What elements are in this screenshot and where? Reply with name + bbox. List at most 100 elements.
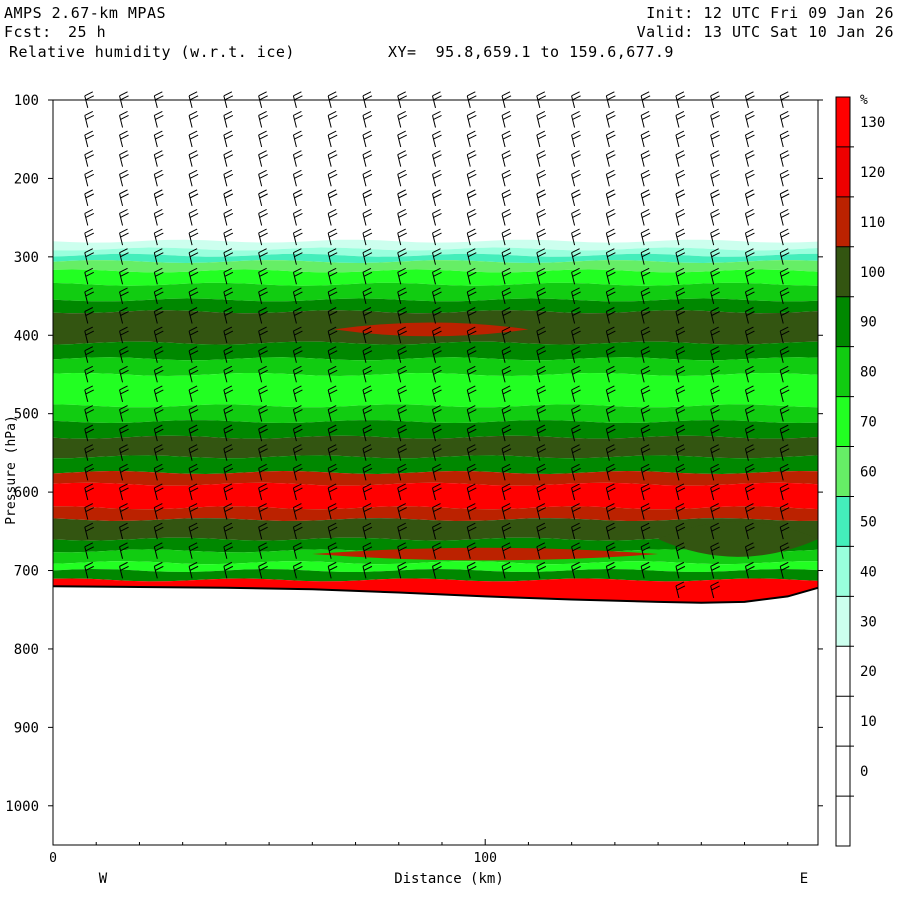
barb-flag <box>223 169 233 175</box>
wind-barb <box>744 228 755 246</box>
wind-barb <box>779 326 790 344</box>
barb-staff <box>84 154 89 167</box>
barb-flag <box>154 91 163 97</box>
barb-staff <box>153 252 158 265</box>
wind-barb <box>675 248 686 265</box>
barb-flag <box>433 232 442 238</box>
barb-flag <box>781 154 790 160</box>
barb-flag <box>189 350 199 356</box>
wind-barb <box>675 287 686 305</box>
barb-flag <box>189 232 199 238</box>
barb-staff <box>223 272 228 285</box>
barb-flag <box>189 428 199 434</box>
barb-flag <box>189 467 199 473</box>
barb-flag <box>468 115 477 120</box>
barb-flag <box>363 291 373 297</box>
barb-flag <box>502 115 512 120</box>
barb-flag <box>675 287 685 293</box>
wind-barb <box>153 542 164 559</box>
wind-barb <box>536 444 547 461</box>
barb-staff <box>536 311 541 324</box>
barb-staff <box>779 291 784 305</box>
barb-flag <box>293 346 302 352</box>
barb-staff <box>779 154 784 167</box>
wind-barb <box>571 542 581 559</box>
wind-barb <box>84 169 94 187</box>
wind-barb <box>292 405 303 422</box>
barb-flag <box>398 213 407 218</box>
wind-barb <box>432 228 442 246</box>
wind-barb <box>536 228 547 246</box>
barb-staff <box>744 154 749 167</box>
wind-barb <box>640 209 651 226</box>
barb-flag <box>537 350 547 356</box>
barb-flag <box>780 228 789 234</box>
wind-barb <box>432 169 442 187</box>
wind-barb <box>119 522 129 540</box>
barb-flag <box>432 130 441 136</box>
barb-staff <box>258 350 263 363</box>
colorbar-label: 120 <box>860 165 885 181</box>
barb-staff <box>605 174 610 187</box>
barb-flag <box>154 307 163 312</box>
wind-barb <box>710 522 720 540</box>
wind-barb <box>710 483 720 501</box>
barb-flag <box>328 193 338 199</box>
wind-barb <box>362 228 373 246</box>
barb-flag <box>362 444 372 450</box>
barb-flag <box>259 507 268 512</box>
wind-barb <box>466 189 477 206</box>
wind-barb <box>397 503 407 520</box>
barb-flag <box>188 405 198 410</box>
barb-staff <box>153 154 158 167</box>
wind-barb <box>258 209 268 226</box>
barb-flag <box>501 463 511 469</box>
wind-barb <box>362 561 373 579</box>
barb-flag <box>328 448 338 454</box>
barb-flag <box>606 326 615 332</box>
wind-barb <box>362 463 373 481</box>
barb-staff <box>536 115 541 128</box>
barb-flag <box>363 330 373 336</box>
wind-barb <box>153 287 164 305</box>
barb-flag <box>328 565 338 571</box>
barb-flag <box>640 209 650 214</box>
barb-flag <box>398 507 407 512</box>
wind-barb <box>501 209 512 226</box>
barb-flag <box>537 134 547 140</box>
wind-barb <box>258 444 268 461</box>
wind-barb <box>362 346 373 363</box>
barb-staff <box>84 232 89 246</box>
barb-staff <box>362 350 367 363</box>
barb-staff <box>223 468 228 481</box>
wind-barbs <box>84 91 790 599</box>
barb-flag <box>710 307 719 312</box>
barb-staff <box>258 311 263 324</box>
barb-flag <box>259 154 268 160</box>
wind-barb <box>744 130 755 148</box>
barb-flag <box>155 154 164 160</box>
barb-flag <box>259 526 268 532</box>
barb-flag <box>780 150 789 156</box>
wind-barb <box>292 326 303 344</box>
barb-staff <box>675 409 680 422</box>
barb-staff <box>292 527 297 540</box>
wind-barb <box>536 346 547 363</box>
wind-barb <box>536 287 547 305</box>
barb-flag <box>467 228 476 234</box>
barb-flag <box>224 291 234 297</box>
barb-flag <box>259 369 268 375</box>
barb-staff <box>292 232 297 246</box>
barb-flag <box>711 95 720 101</box>
wind-barb <box>675 522 686 540</box>
barb-flag <box>746 213 755 218</box>
barb-flag <box>572 428 581 434</box>
barb-flag <box>640 248 650 254</box>
wind-barb <box>397 130 407 148</box>
barb-flag <box>536 111 546 116</box>
barb-staff <box>188 252 193 265</box>
barb-flag <box>676 193 686 199</box>
wind-barb <box>153 209 164 226</box>
barb-flag <box>607 291 616 297</box>
barb-flag <box>711 311 720 316</box>
